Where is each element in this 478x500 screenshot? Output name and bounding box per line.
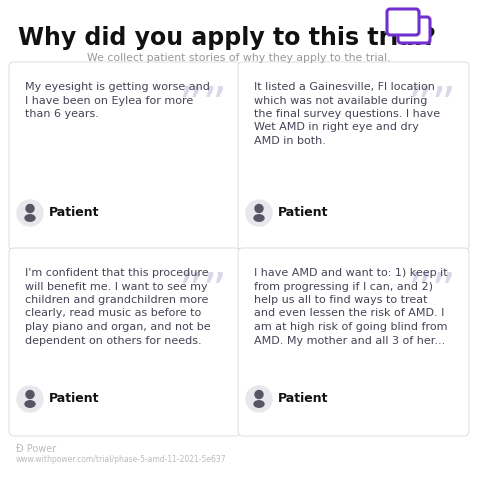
FancyBboxPatch shape [238, 248, 469, 436]
FancyBboxPatch shape [9, 248, 240, 436]
Circle shape [26, 390, 34, 398]
Text: the final survey questions. I have: the final survey questions. I have [254, 109, 440, 119]
Text: AMD in both.: AMD in both. [254, 136, 326, 146]
Circle shape [246, 200, 272, 226]
FancyBboxPatch shape [9, 62, 240, 250]
Ellipse shape [25, 401, 35, 407]
Text: It listed a Gainesville, Fl location: It listed a Gainesville, Fl location [254, 82, 435, 92]
Text: and even lessen the risk of AMD. I: and even lessen the risk of AMD. I [254, 308, 445, 318]
Text: Wet AMD in right eye and dry: Wet AMD in right eye and dry [254, 122, 419, 132]
Circle shape [246, 386, 272, 412]
Circle shape [255, 390, 263, 398]
Ellipse shape [25, 215, 35, 221]
Text: Patient: Patient [49, 392, 99, 406]
Text: dependent on others for needs.: dependent on others for needs. [25, 336, 202, 345]
Text: I have AMD and want to: 1) keep it: I have AMD and want to: 1) keep it [254, 268, 447, 278]
FancyBboxPatch shape [398, 17, 430, 43]
Text: My eyesight is getting worse and: My eyesight is getting worse and [25, 82, 210, 92]
Text: Why did you apply to this trial?: Why did you apply to this trial? [18, 26, 436, 50]
Text: ””: ”” [178, 85, 227, 130]
Text: am at high risk of going blind from: am at high risk of going blind from [254, 322, 447, 332]
Text: I have been on Eylea for more: I have been on Eylea for more [25, 96, 193, 106]
Text: clearly, read music as before to: clearly, read music as before to [25, 308, 201, 318]
Text: AMD. My mother and all 3 of her...: AMD. My mother and all 3 of her... [254, 336, 445, 345]
Text: Patient: Patient [278, 206, 328, 220]
Text: www.withpower.com/trial/phase-5-amd-11-2021-5e637: www.withpower.com/trial/phase-5-amd-11-2… [16, 454, 227, 464]
Circle shape [17, 386, 43, 412]
Text: will benefit me. I want to see my: will benefit me. I want to see my [25, 282, 207, 292]
Text: than 6 years.: than 6 years. [25, 109, 99, 119]
Text: ””: ”” [407, 85, 456, 130]
Text: which was not available during: which was not available during [254, 96, 427, 106]
Text: children and grandchildren more: children and grandchildren more [25, 295, 208, 305]
Text: Patient: Patient [278, 392, 328, 406]
Text: Patient: Patient [49, 206, 99, 220]
Text: help us all to find ways to treat: help us all to find ways to treat [254, 295, 427, 305]
Circle shape [26, 204, 34, 212]
Text: Đ Power: Đ Power [16, 444, 56, 454]
FancyBboxPatch shape [387, 9, 419, 35]
Ellipse shape [254, 401, 264, 407]
FancyBboxPatch shape [238, 62, 469, 250]
Text: ””: ”” [178, 271, 227, 316]
Text: ””: ”” [407, 271, 456, 316]
Text: play piano and organ, and not be: play piano and organ, and not be [25, 322, 211, 332]
Text: I'm confident that this procedure: I'm confident that this procedure [25, 268, 208, 278]
Ellipse shape [254, 215, 264, 221]
Text: from progressing if I can, and 2): from progressing if I can, and 2) [254, 282, 433, 292]
Circle shape [255, 204, 263, 212]
Circle shape [17, 200, 43, 226]
Text: We collect patient stories of why they apply to the trial.: We collect patient stories of why they a… [87, 53, 391, 63]
